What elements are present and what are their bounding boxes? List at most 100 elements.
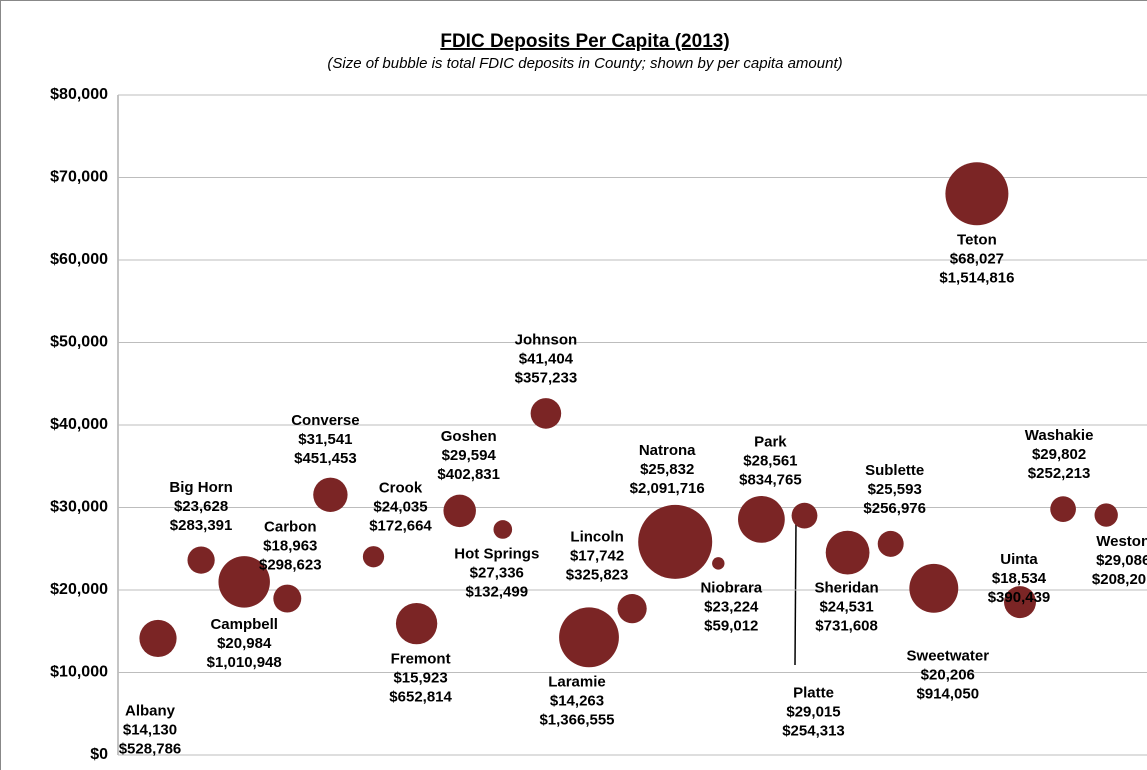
value-label: $41,404 — [519, 350, 574, 367]
bubble-name: Fremont — [391, 651, 451, 668]
value-label: $24,035 — [373, 499, 427, 516]
bubble — [877, 530, 904, 557]
value-label: $20,984 — [217, 635, 272, 652]
size-label: $402,831 — [437, 466, 500, 483]
bubble-name: Hot Springs — [454, 545, 539, 562]
bubble-name: Weston — [1096, 533, 1147, 550]
value-label: $20,206 — [921, 666, 975, 683]
size-label: $731,608 — [815, 618, 878, 635]
bubble — [530, 398, 562, 429]
value-label: $14,130 — [123, 721, 177, 738]
size-label: $298,623 — [259, 557, 322, 574]
bubble — [139, 619, 177, 658]
bubble — [909, 563, 959, 613]
size-label: $283,391 — [170, 517, 233, 534]
size-label: $59,012 — [704, 617, 758, 634]
bubble-name: Sheridan — [815, 580, 879, 597]
bubble — [945, 162, 1009, 226]
bubble-name: Albany — [125, 702, 176, 719]
size-label: $1,010,948 — [207, 654, 282, 671]
value-label: $29,802 — [1032, 446, 1086, 463]
value-label: $29,594 — [442, 447, 497, 464]
bubble-name: Campbell — [210, 616, 278, 633]
size-label: $528,786 — [119, 740, 182, 757]
y-tick-label: $50,000 — [50, 334, 108, 351]
size-label: $914,050 — [917, 685, 980, 702]
y-tick-label: $80,000 — [50, 86, 108, 103]
bubble — [825, 530, 870, 575]
value-label: $17,742 — [570, 548, 624, 565]
bubble — [218, 556, 270, 608]
size-label: $172,664 — [369, 518, 432, 535]
bubble — [1004, 586, 1036, 619]
value-label: $25,593 — [868, 481, 922, 498]
bubble-name: Niobrara — [700, 579, 762, 596]
bubble-name: Carbon — [264, 519, 317, 536]
value-label: $29,086 — [1096, 552, 1147, 569]
bubble-name: Sweetwater — [907, 647, 990, 664]
size-label: $208,201 — [1092, 571, 1147, 588]
bubble-name: Uinta — [1000, 551, 1038, 568]
value-label: $29,015 — [786, 704, 840, 721]
bubble — [712, 557, 725, 570]
y-tick-label: $10,000 — [50, 664, 108, 681]
bubble-name: Laramie — [548, 673, 606, 690]
bubble — [187, 546, 215, 574]
chart-title: FDIC Deposits Per Capita (2013) — [440, 31, 729, 52]
bubble — [559, 607, 619, 668]
bubble — [617, 594, 647, 624]
value-label: $28,561 — [743, 452, 797, 469]
bubble-name: Lincoln — [570, 529, 623, 546]
size-label: $652,814 — [389, 689, 452, 706]
bubble — [1094, 503, 1118, 527]
bubble-name: Converse — [291, 412, 359, 429]
bubble — [313, 477, 348, 512]
bubble-name: Goshen — [441, 428, 497, 445]
y-tick-label: $70,000 — [50, 169, 108, 186]
bubble-name: Natrona — [639, 442, 696, 459]
y-tick-label: $40,000 — [50, 416, 108, 433]
bubble-name: Johnson — [515, 331, 578, 348]
value-label: $68,027 — [950, 251, 1004, 268]
bubble — [362, 546, 385, 568]
y-tick-label: $0 — [90, 746, 108, 763]
bubble — [493, 520, 513, 539]
bubble — [443, 494, 476, 528]
size-label: $357,233 — [515, 369, 578, 386]
bubble-name: Big Horn — [169, 479, 232, 496]
bubble-name: Crook — [379, 480, 423, 497]
size-label: $2,091,716 — [630, 480, 705, 497]
y-tick-label: $20,000 — [50, 581, 108, 598]
bubble — [1050, 496, 1076, 522]
size-label: $254,313 — [782, 723, 845, 740]
size-label: $390,439 — [988, 589, 1051, 606]
value-label: $14,263 — [550, 692, 604, 709]
value-label: $24,531 — [819, 599, 873, 616]
bubble — [395, 602, 438, 645]
value-label: $18,534 — [992, 570, 1047, 587]
size-label: $1,514,816 — [939, 270, 1014, 287]
y-tick-label: $60,000 — [50, 251, 108, 268]
bubble — [273, 584, 302, 613]
leader-line — [794, 520, 797, 666]
bubble-name: Teton — [957, 232, 997, 249]
value-label: $23,224 — [704, 598, 759, 615]
value-label: $31,541 — [298, 431, 352, 448]
bubble-name: Park — [754, 433, 787, 450]
size-label: $132,499 — [466, 583, 529, 600]
value-label: $27,336 — [470, 564, 524, 581]
chart-subtitle: (Size of bubble is total FDIC deposits i… — [327, 55, 842, 72]
value-label: $18,963 — [263, 538, 317, 555]
size-label: $1,366,555 — [539, 711, 614, 728]
size-label: $252,213 — [1028, 465, 1091, 482]
value-label: $23,628 — [174, 498, 228, 515]
size-label: $451,453 — [294, 450, 357, 467]
size-label: $325,823 — [566, 567, 629, 584]
value-label: $15,923 — [393, 670, 447, 687]
bubble — [738, 495, 785, 543]
value-label: $25,832 — [640, 461, 694, 478]
y-tick-label: $30,000 — [50, 499, 108, 516]
bubble-name: Washakie — [1025, 427, 1094, 444]
